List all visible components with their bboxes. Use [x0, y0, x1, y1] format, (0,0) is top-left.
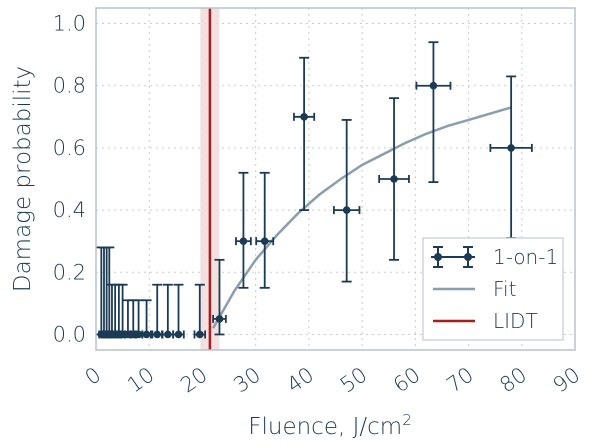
data-point-marker: [174, 330, 183, 339]
legend-label-1-on-1: 1-on-1: [493, 245, 558, 269]
legend-label-fit: Fit: [493, 277, 516, 301]
data-point-marker: [142, 330, 151, 339]
data-point: [212, 258, 227, 336]
legend: 1-on-1 Fit LIDT: [422, 237, 564, 341]
data-point-marker: [429, 81, 438, 90]
data-point-marker: [195, 330, 204, 339]
y-tick-label: 0.0: [53, 322, 86, 346]
y-tick-label: 1.0: [53, 12, 86, 36]
y-tick-label: 0.4: [53, 198, 86, 222]
data-point: [172, 283, 185, 339]
data-point-marker: [507, 144, 515, 152]
data-point: [141, 299, 152, 339]
legend-label-lidt: LIDT: [493, 309, 538, 333]
y-tick-label: 0.2: [53, 260, 86, 284]
data-point-marker: [390, 175, 398, 183]
data-point: [161, 283, 175, 339]
fit-curve: [212, 106, 512, 329]
data-point-marker: [342, 206, 351, 214]
data-point: [293, 56, 316, 211]
x-axis-label-superscript: 2: [402, 411, 412, 429]
x-axis-label: Fluence, J/cm2: [248, 411, 411, 440]
data-point: [415, 41, 452, 184]
data-point-marker: [300, 113, 308, 121]
data-point-marker: [134, 330, 143, 339]
data-point: [193, 283, 207, 339]
plot-frame: [95, 7, 576, 351]
y-tick-label: 0.6: [53, 136, 86, 160]
data-point: [378, 97, 410, 261]
data-point: [151, 283, 163, 339]
y-axis-label: Damage probability: [10, 66, 36, 292]
data-point: [255, 171, 275, 289]
series-layer: [96, 8, 533, 350]
legend-swatch-1-on-1: [431, 246, 475, 268]
y-tick-label: 0.8: [53, 74, 86, 98]
data-point-marker: [153, 330, 162, 339]
legend-box: [422, 237, 564, 341]
data-point-marker: [239, 237, 248, 245]
data-point-marker: [215, 315, 224, 323]
data-point: [235, 171, 252, 289]
data-point: [333, 119, 361, 283]
data-point-marker: [164, 330, 172, 339]
x-axis-label-text: Fluence, J/cm: [248, 414, 402, 440]
data-point-marker: [260, 237, 269, 245]
